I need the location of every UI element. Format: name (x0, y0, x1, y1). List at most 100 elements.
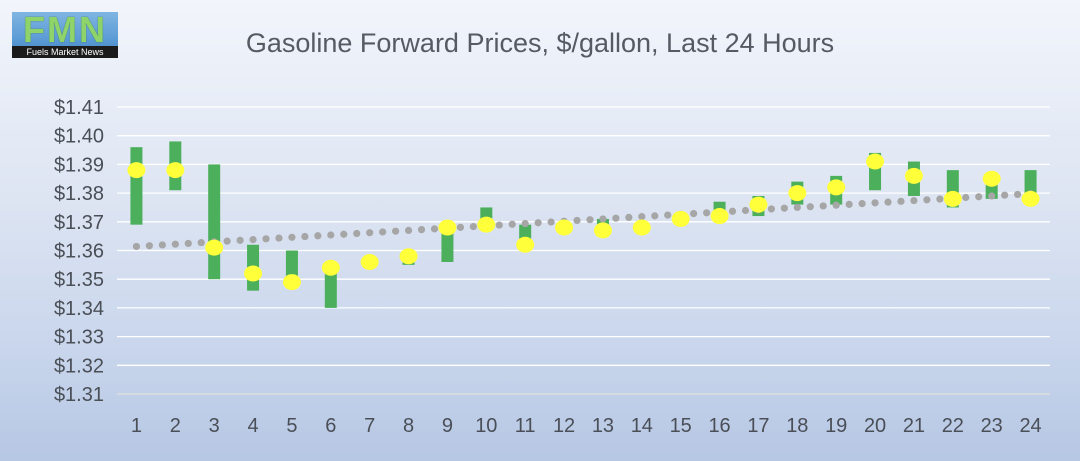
trend-dot (923, 196, 931, 204)
trend-dot (223, 237, 231, 245)
logo-tagline: Fuels Market News (12, 46, 118, 58)
y-tick-label: $1.37 (54, 212, 104, 234)
price-point (205, 239, 224, 256)
x-tick-label: 4 (248, 415, 259, 437)
trend-dot (184, 239, 192, 248)
x-tick-label: 5 (286, 415, 297, 437)
trend-dot (547, 218, 555, 226)
trend-dot (534, 219, 542, 227)
trend-dot (664, 211, 672, 219)
trend-dot (845, 200, 853, 208)
trend-dot (508, 220, 516, 228)
x-tick-label: 23 (981, 415, 1003, 437)
trend-dot (236, 236, 244, 244)
trend-dot (404, 226, 413, 235)
trend-dot (832, 201, 840, 209)
x-tick-label: 1 (131, 415, 142, 437)
price-point (943, 190, 962, 207)
trend-dot (975, 193, 983, 201)
trend-dot (767, 205, 775, 213)
x-tick-label: 18 (786, 415, 808, 437)
trend-dot (780, 204, 788, 212)
chart-title: Gasoline Forward Prices, $/gallon, Last … (245, 28, 835, 58)
y-tick-label: $1.41 (54, 97, 104, 119)
trend-dot (871, 199, 879, 207)
trend-dot (158, 241, 166, 249)
trend-dot (599, 215, 607, 223)
range-bar (441, 227, 454, 262)
trend-dot (171, 240, 179, 248)
price-point (516, 236, 535, 253)
x-tick-label: 8 (403, 415, 414, 437)
trend-dot (988, 192, 996, 200)
trend-dot (340, 230, 348, 238)
price-point (477, 216, 496, 233)
range-bar (285, 250, 298, 283)
trend-dot (456, 223, 464, 231)
x-tick-label: 12 (553, 415, 575, 437)
trend-dot (430, 225, 439, 233)
trend-dot (962, 193, 970, 202)
y-tick-label: $1.40 (54, 126, 104, 148)
trend-dot (1001, 191, 1009, 199)
price-point (438, 219, 457, 236)
trend-dot (469, 222, 477, 231)
x-tick-label: 22 (942, 415, 964, 437)
y-tick-label: $1.32 (54, 355, 104, 377)
x-tick-label: 6 (325, 415, 336, 437)
trend-dot (275, 234, 283, 242)
y-tick-label: $1.35 (54, 269, 104, 291)
y-tick-label: $1.36 (54, 241, 104, 263)
trend-dot (858, 200, 866, 208)
trend-dot (573, 216, 581, 225)
price-point (982, 170, 1001, 187)
x-tick-label: 24 (1019, 415, 1041, 437)
x-tick-label: 21 (903, 415, 925, 437)
trend-dot (1014, 190, 1022, 199)
trend-dot (392, 227, 400, 235)
trend-dot (936, 195, 944, 203)
trend-dot (288, 233, 296, 241)
y-tick-label: $1.38 (54, 183, 104, 205)
trend-dot (728, 207, 737, 215)
trend-dot (806, 203, 814, 211)
price-point (1021, 190, 1040, 207)
trend-dot (586, 216, 594, 224)
trend-dot (314, 232, 322, 240)
trend-dot (703, 209, 711, 217)
x-tick-label: 20 (864, 415, 886, 437)
range-bar (324, 264, 337, 308)
x-tick-label: 11 (515, 415, 536, 437)
range-bar (208, 164, 221, 280)
price-point (555, 219, 574, 236)
y-tick-label: $1.34 (54, 298, 104, 320)
price-point (593, 222, 612, 239)
trend-dot (897, 197, 905, 205)
trend-dot (625, 213, 633, 221)
trend-dot (741, 206, 750, 215)
trend-dot (366, 229, 374, 237)
x-tick-label: 13 (592, 415, 614, 437)
range-bar (130, 147, 143, 225)
trend-dot (249, 235, 257, 244)
x-tick-label: 2 (170, 415, 181, 437)
y-tick-label: $1.39 (54, 154, 104, 176)
y-tick-label: $1.31 (54, 384, 104, 406)
trend-dot (262, 235, 270, 243)
x-tick-label: 16 (708, 415, 730, 437)
x-tick-label: 19 (825, 415, 847, 437)
trend-dot (521, 219, 529, 228)
price-point (866, 153, 885, 170)
trend-dot (690, 209, 698, 218)
price-point (749, 196, 768, 213)
trend-dot (132, 242, 141, 251)
price-point (321, 259, 340, 276)
trend-dot (353, 229, 361, 238)
x-tick-label: 17 (747, 415, 769, 437)
x-tick-label: 3 (209, 415, 220, 437)
trend-dot (819, 202, 827, 210)
price-point (904, 167, 923, 184)
trend-dot (651, 212, 659, 220)
price-point (244, 265, 263, 282)
logo-letters: FMN (23, 9, 107, 50)
